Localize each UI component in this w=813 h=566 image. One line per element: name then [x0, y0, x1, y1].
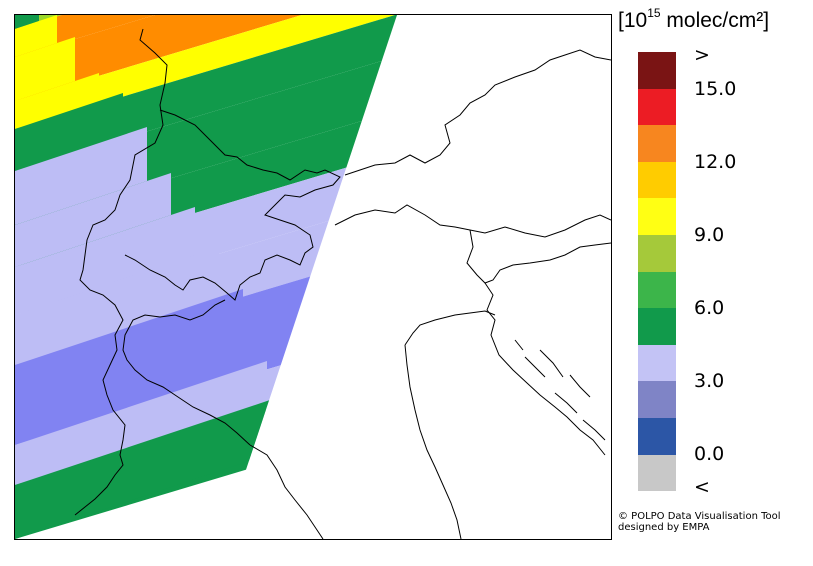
legend-swatch	[638, 125, 676, 162]
legend-tick-label: 3.0	[694, 370, 725, 392]
swath-band-edge	[15, 15, 39, 29]
legend-swatch	[638, 454, 676, 492]
map-panel[interactable]	[14, 14, 612, 540]
switzerland-border	[124, 109, 341, 301]
legend-swatch	[638, 52, 676, 89]
swath-band	[15, 15, 397, 101]
swath-band-edge	[15, 173, 171, 267]
legend-tick-label: 0.0	[694, 443, 725, 465]
legend-tick-label: 6.0	[694, 297, 725, 319]
italy-west-coast	[249, 444, 324, 539]
swath-band-edge	[15, 73, 99, 129]
color-scale-legend	[638, 52, 676, 492]
swath-band	[15, 15, 397, 225]
map-canvas[interactable]	[15, 15, 611, 539]
legend-tick-label: 12.0	[694, 151, 737, 173]
legend-swatch	[638, 234, 676, 272]
legend-swatch	[638, 271, 676, 309]
legend-tick-label: >	[694, 44, 710, 66]
legend-swatch	[638, 161, 676, 199]
legend-swatch	[638, 198, 676, 235]
austria-italy-border	[334, 204, 611, 238]
legend-tick-label: 15.0	[694, 78, 737, 100]
unit-label: [1015 molec/cm²]	[618, 6, 770, 32]
swath-band-edge	[15, 37, 75, 101]
swath-band-edge	[15, 127, 147, 225]
swath-band-edge	[15, 247, 219, 365]
credit-line-2: designed by EMPA	[618, 522, 710, 533]
swath-band	[15, 15, 397, 171]
italy-border	[122, 299, 251, 446]
croatian-islands	[514, 339, 606, 441]
legend-swatch	[638, 308, 676, 345]
adriatic-coast	[484, 282, 606, 456]
slovenia-border	[466, 229, 611, 284]
legend-tick-label: <	[694, 476, 710, 498]
swath-band-edge	[15, 393, 291, 539]
legend-swatch	[638, 344, 676, 382]
legend-swatch	[638, 88, 676, 126]
swath-band-edge	[15, 361, 267, 485]
ligurian-coast	[404, 310, 496, 346]
france-border	[74, 28, 168, 516]
swath-band-edge	[15, 289, 243, 445]
austria-border	[344, 49, 611, 176]
credit-line-1: © POLPO Data Visualisation Tool	[618, 511, 781, 522]
legend-tick-label: 9.0	[694, 224, 725, 246]
satellite-swath	[15, 15, 397, 539]
credit-text: © POLPO Data Visualisation Tool designed…	[618, 511, 781, 533]
legend-swatch	[638, 417, 676, 455]
country-borders	[74, 28, 611, 539]
legend-swatch	[638, 381, 676, 418]
swath-band	[15, 15, 397, 129]
swath-band-edge	[15, 207, 195, 315]
italy-peninsula-east	[404, 344, 462, 539]
swath-band-edge	[15, 93, 123, 171]
